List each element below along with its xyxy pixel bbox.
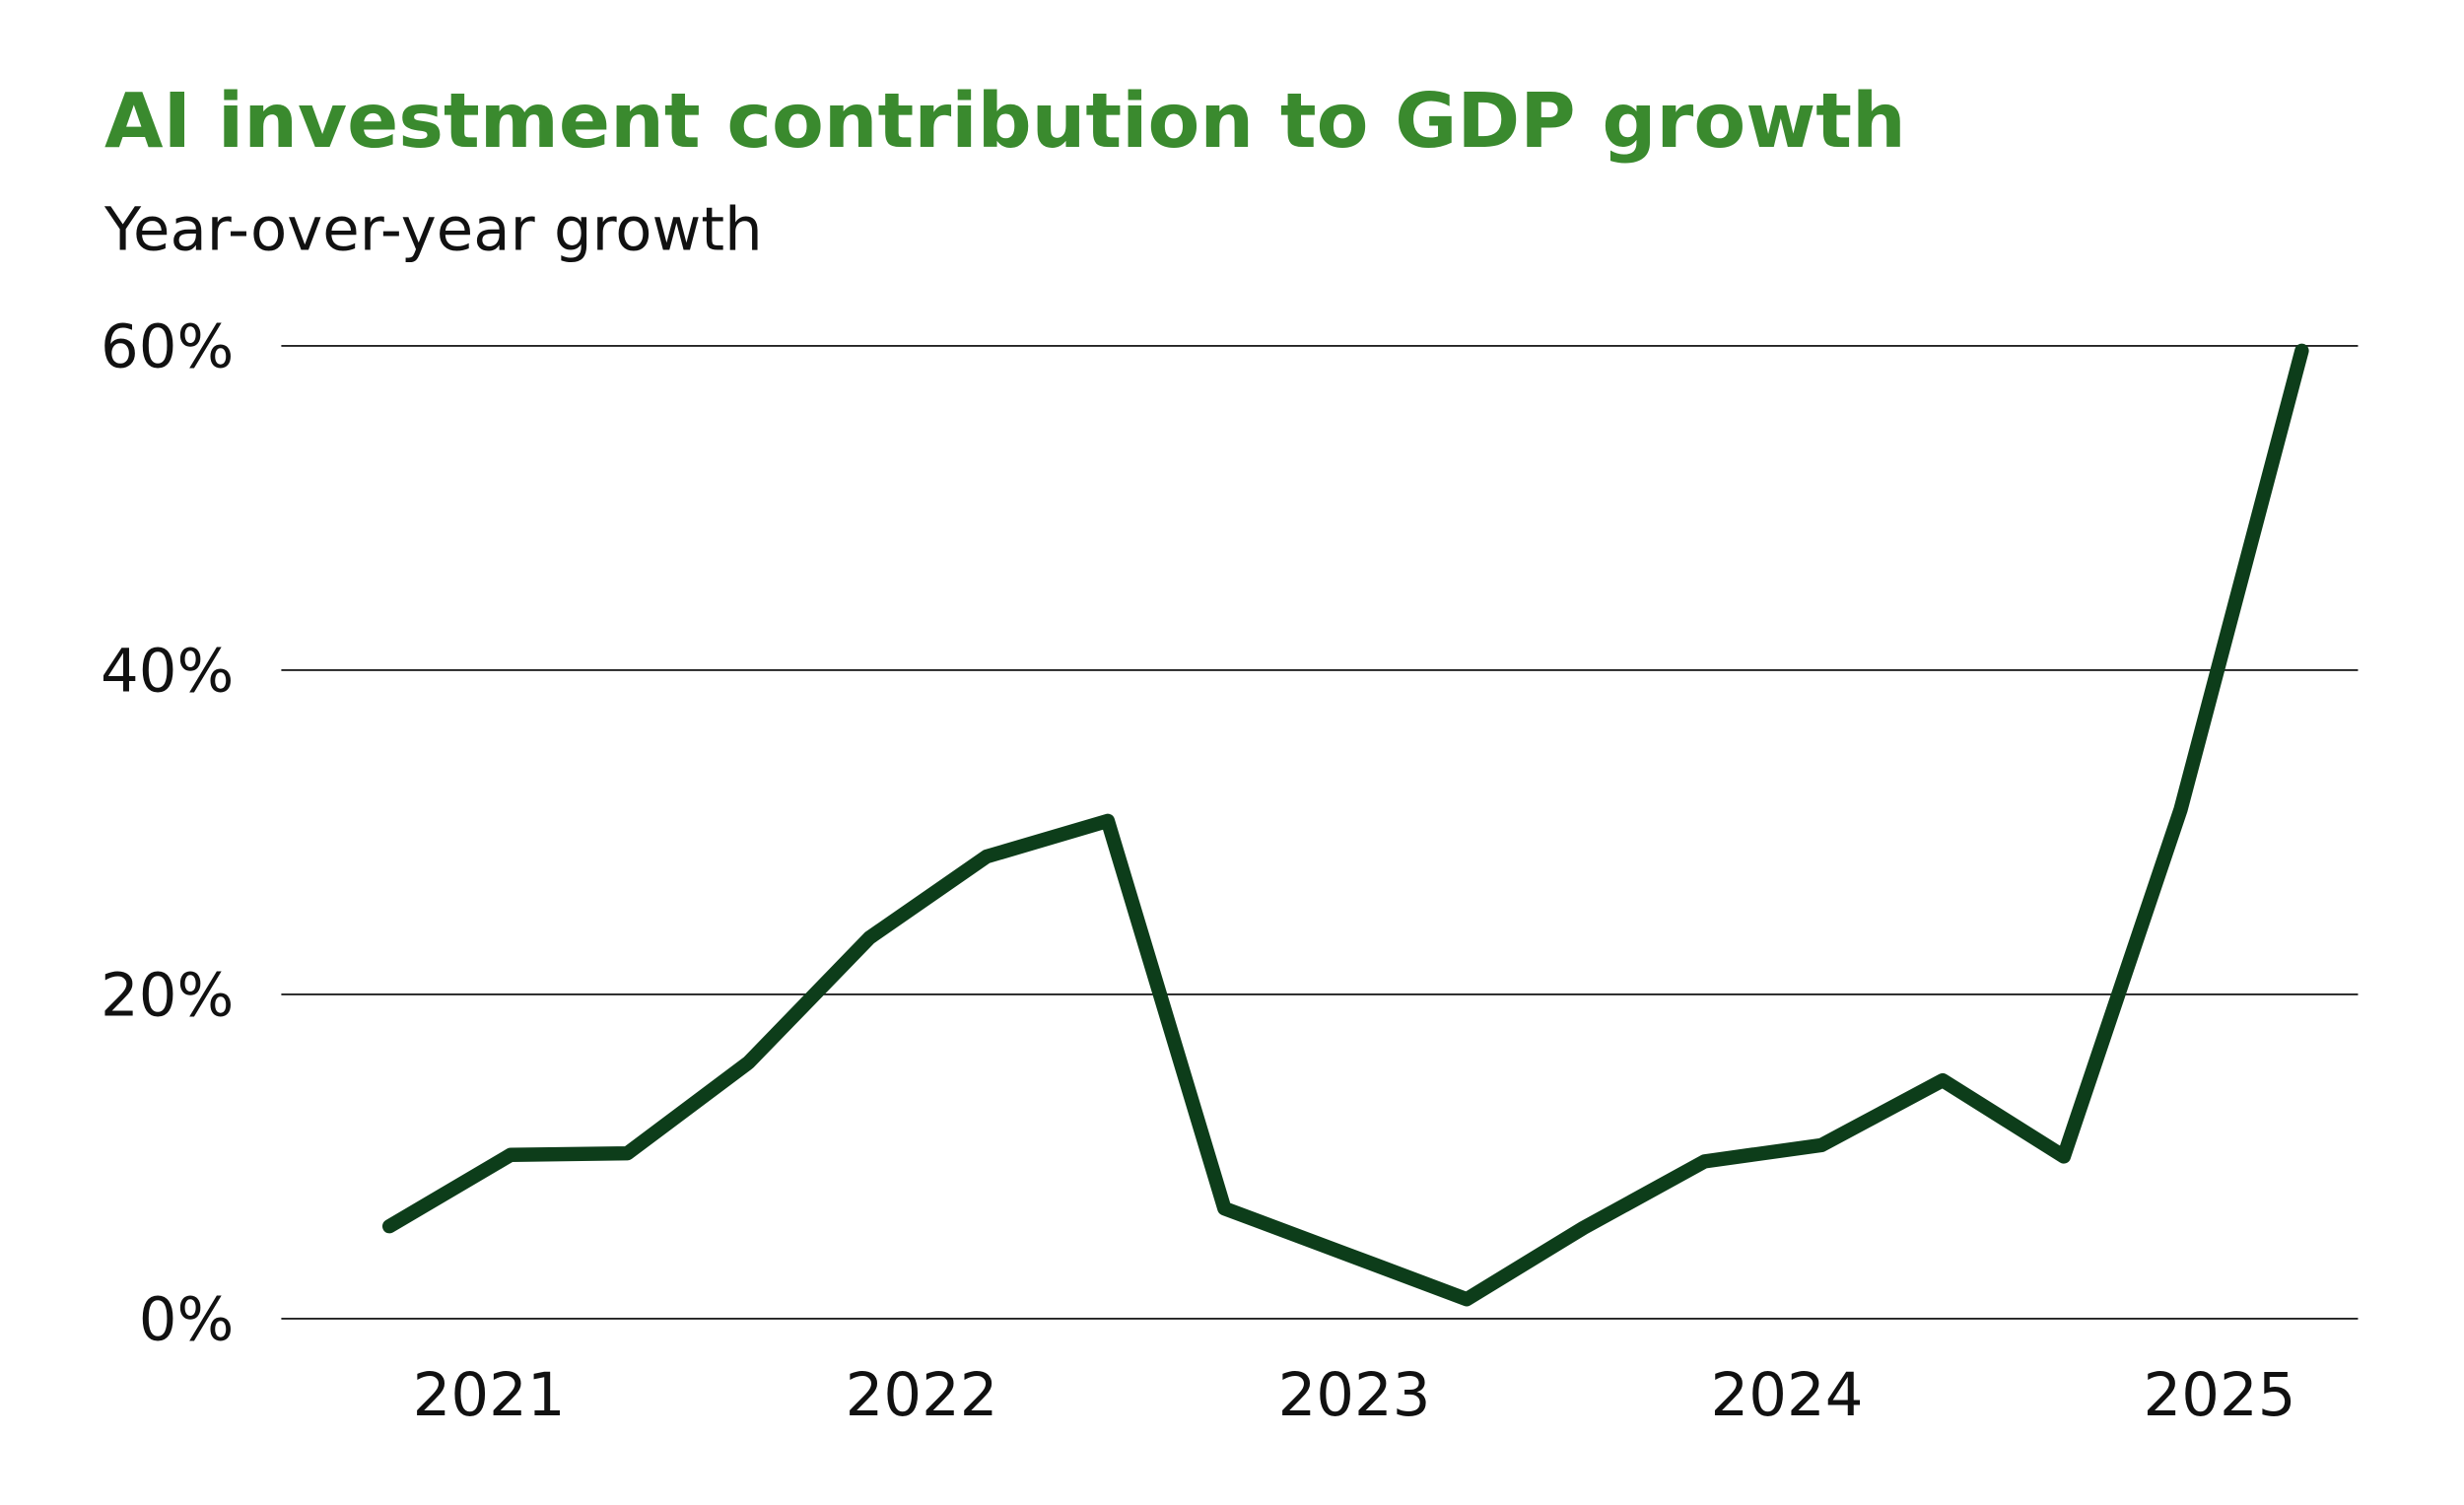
- y-tick-label: 20%: [101, 960, 234, 1030]
- y-tick-label: 60%: [101, 311, 234, 381]
- y-tick-label: 40%: [101, 636, 234, 706]
- x-tick-label: 2023: [1278, 1360, 1431, 1430]
- x-tick-label: 2024: [1711, 1360, 1864, 1430]
- y-tick-label: 0%: [139, 1284, 235, 1354]
- chart-subtitle: Year-over-year growth: [103, 195, 763, 265]
- chart-title: AI investment contribution to GDP growth: [104, 78, 1906, 166]
- x-tick-label: 2021: [413, 1360, 566, 1430]
- data-line: [381, 343, 2309, 1307]
- x-tick-label: 2025: [2144, 1360, 2296, 1430]
- x-tick-label: 2022: [846, 1360, 998, 1430]
